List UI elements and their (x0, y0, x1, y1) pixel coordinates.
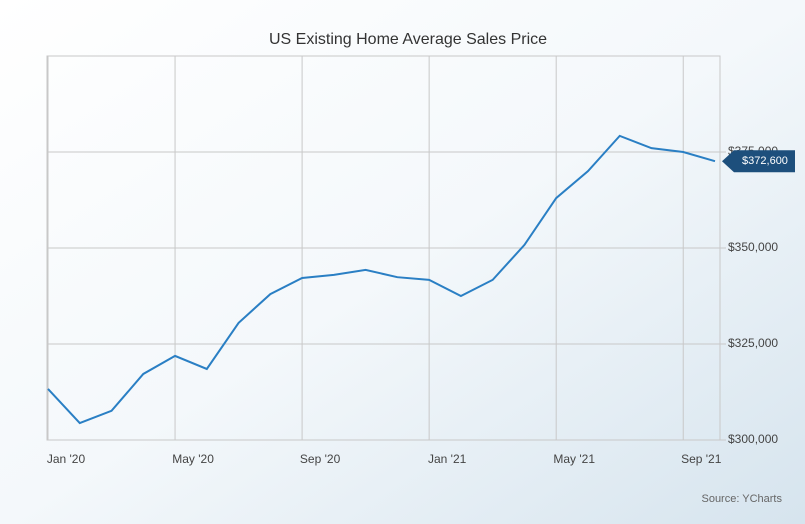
source: Source: YCharts (701, 493, 782, 505)
x-tick-label: May '21 (553, 452, 595, 466)
y-tick-label: $325,000 (728, 336, 778, 350)
value-label: $372,600 (742, 155, 788, 167)
chart-title: US Existing Home Average Sales Price (269, 31, 547, 48)
x-tick-label: May '20 (172, 452, 214, 466)
x-tick-label: Jan '20 (47, 452, 86, 466)
value-tag (722, 150, 795, 173)
x-tick-label: Jan '21 (428, 452, 467, 466)
x-tick-label: Sep '20 (300, 452, 341, 466)
x-tick-label: Sep '21 (681, 452, 722, 466)
y-tick-label: $350,000 (728, 240, 778, 254)
line (47, 134, 716, 425)
y-tick-label: $300,000 (728, 432, 778, 446)
